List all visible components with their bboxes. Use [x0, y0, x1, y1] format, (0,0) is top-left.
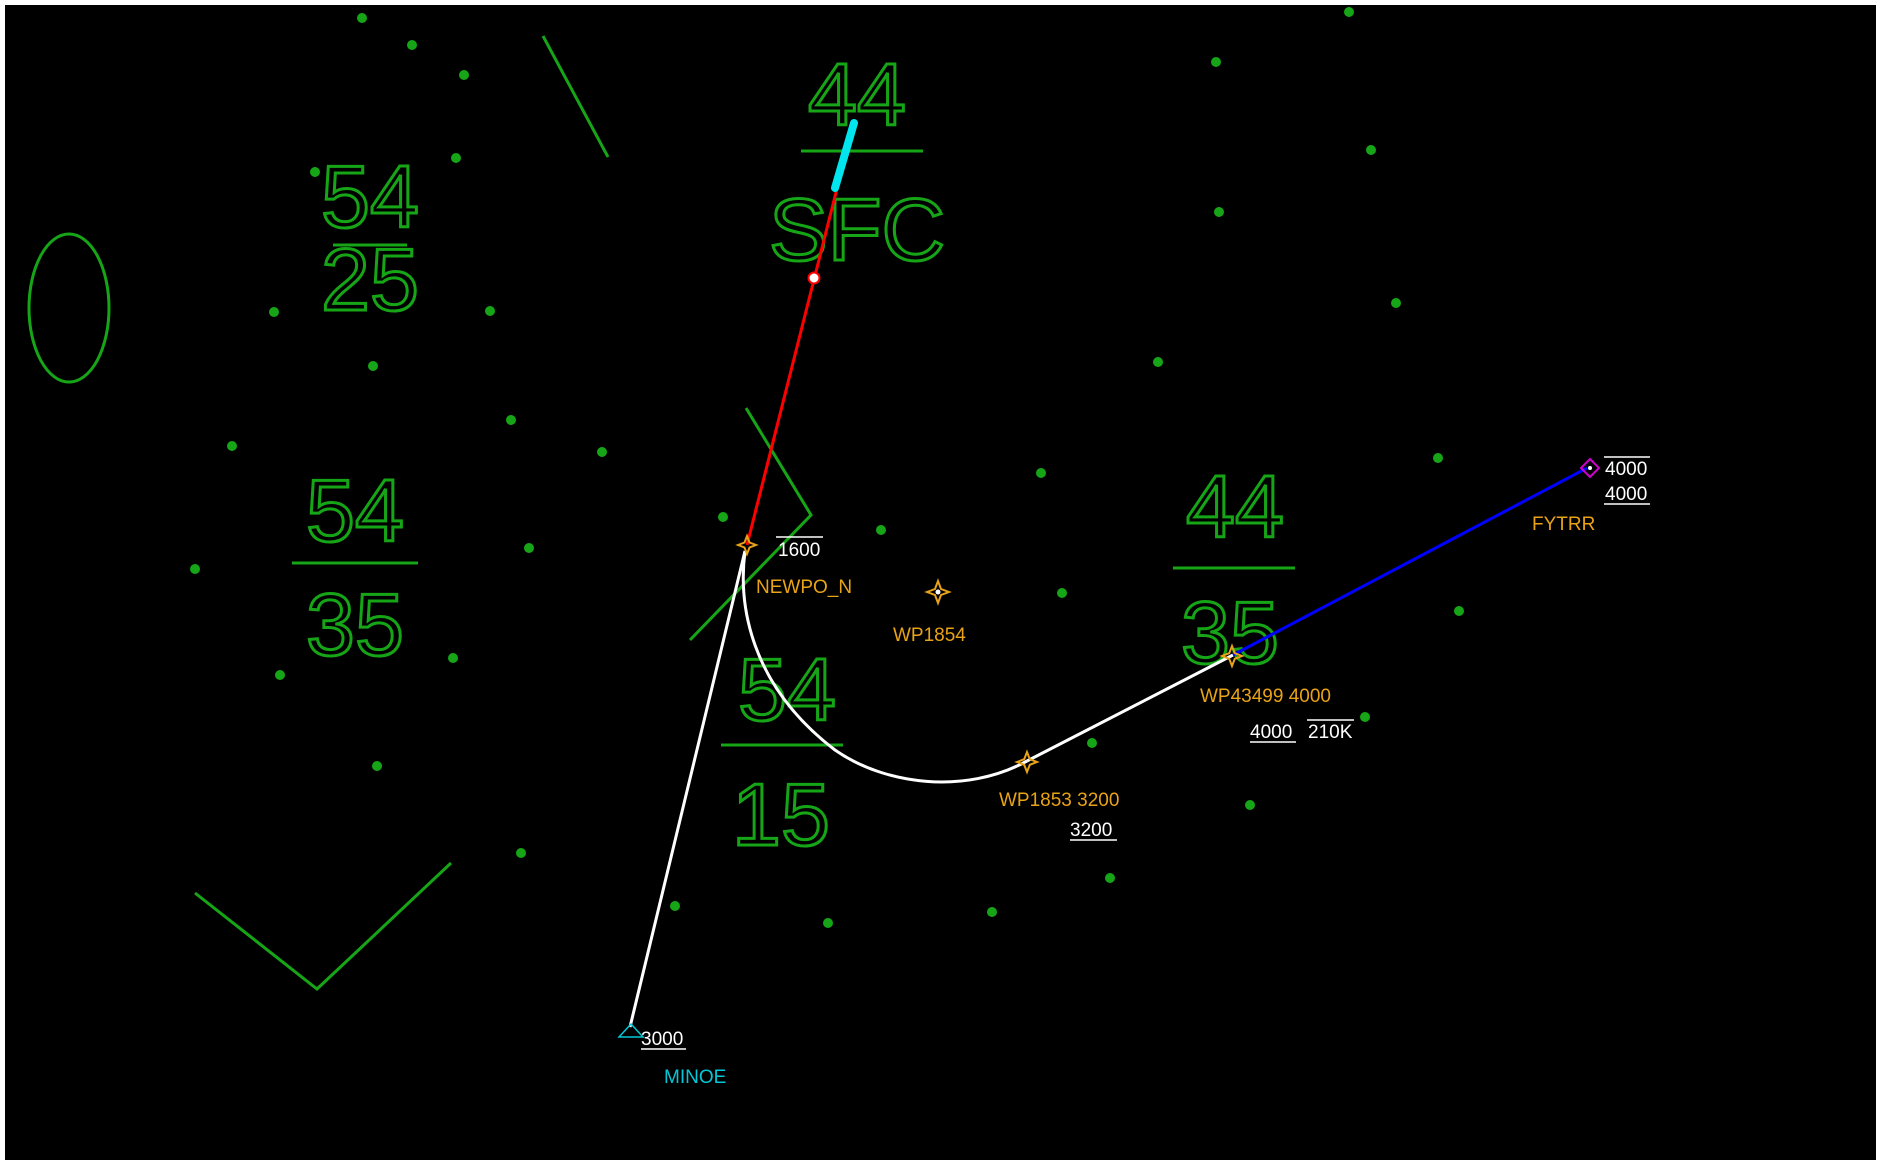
map-dot: [1454, 606, 1464, 616]
map-dot: [459, 70, 469, 80]
map-dot: [357, 13, 367, 23]
fix-wp43499[interactable]: WP43499 4000 4000 210K: [1200, 643, 1354, 743]
fix-speed: 210K: [1308, 722, 1353, 743]
fix-label: MINOE: [664, 1067, 726, 1088]
waypoint-star-icon: [924, 578, 952, 606]
route-leg-wp1853-wp43499[interactable]: [1026, 653, 1234, 763]
map-dot: [368, 361, 378, 371]
altitude-block-top: 54: [321, 147, 419, 246]
map-dot: [451, 153, 461, 163]
diamond-icon: [1579, 457, 1601, 479]
radar-scope[interactable]: 54 25 54 35 44 SFC 54 15 44 35 3000 MINO…: [5, 5, 1876, 1160]
altitude-block-3: 44 SFC: [768, 44, 947, 281]
map-dot: [506, 415, 516, 425]
fix-label: WP43499 4000: [1200, 686, 1331, 707]
map-dot: [1153, 357, 1163, 367]
fix-altitude: 4000: [1250, 722, 1292, 743]
altitude-block-top: 44: [1186, 457, 1284, 556]
fix-altitude-bottom: 4000: [1605, 484, 1647, 505]
map-dot: [1057, 588, 1067, 598]
map-dot: [1105, 873, 1115, 883]
altitude-block-top: 44: [808, 45, 906, 144]
map-dot: [190, 564, 200, 574]
map-dot: [407, 40, 417, 50]
map-dot: [310, 167, 320, 177]
altitude-block-bottom: 25: [321, 230, 419, 329]
next-route-leg[interactable]: [1232, 466, 1588, 657]
map-dot: [485, 306, 495, 316]
map-dot: [597, 447, 607, 457]
fix-altitude: 1600: [778, 540, 820, 561]
map-dot: [1211, 57, 1221, 67]
altitude-block-top: 54: [306, 461, 404, 560]
fix-label: WP1854: [893, 625, 966, 646]
map-dot: [1366, 145, 1376, 155]
aircraft-icon[interactable]: [831, 119, 858, 192]
map-dot: [524, 543, 534, 553]
map-dot: [1344, 7, 1354, 17]
route-leg-minoe-newpo[interactable]: [628, 550, 747, 1028]
map-dot: [516, 848, 526, 858]
map-chevron: [688, 407, 813, 642]
map-dot: [670, 901, 680, 911]
map-dot: [372, 761, 382, 771]
map-canvas[interactable]: 54 25 54 35 44 SFC 54 15 44 35 3000 MINO…: [5, 5, 1876, 1160]
altitude-block-bottom: 15: [732, 765, 830, 864]
altitude-block-bottom: 35: [306, 575, 404, 674]
fix-altitude-top: 4000: [1605, 459, 1647, 480]
fix-newpo-n[interactable]: 1600 NEWPO_N: [735, 533, 852, 598]
map-dot: [269, 307, 279, 317]
altitude-block-1: 54 25: [320, 146, 421, 331]
altitude-block-bottom: SFC: [769, 180, 945, 279]
map-dot: [823, 918, 833, 928]
fix-label: NEWPO_N: [756, 577, 852, 598]
route-position-marker[interactable]: [807, 271, 821, 285]
waypoint-star-icon: [735, 533, 759, 557]
altitude-block-2: 54 35: [292, 460, 418, 676]
altitude-block-bottom: 35: [1181, 583, 1279, 682]
map-line-segment: [541, 35, 610, 158]
fix-label: WP1853 3200: [999, 790, 1119, 811]
map-oval: [27, 232, 111, 384]
map-dot: [1245, 800, 1255, 810]
altitude-block-4: 54 15: [721, 639, 843, 866]
map-v-shape: [194, 861, 453, 991]
map-dot: [718, 512, 728, 522]
altitude-block-top: 54: [738, 640, 836, 739]
fix-fytrr[interactable]: 4000 4000 FYTRR: [1532, 456, 1650, 535]
fix-label: FYTRR: [1532, 514, 1595, 535]
map-dot: [275, 670, 285, 680]
video-map-dots: [190, 7, 1464, 928]
video-map-lines: [27, 35, 813, 991]
map-dot: [876, 525, 886, 535]
map-dot: [1087, 738, 1097, 748]
triangle-icon: [617, 1022, 645, 1038]
fix-wp1854[interactable]: WP1854: [893, 578, 966, 646]
active-route-leg[interactable]: [745, 124, 855, 546]
map-dot: [227, 441, 237, 451]
map-dot: [1036, 468, 1046, 478]
map-dot: [1360, 712, 1370, 722]
fix-altitude: 3200: [1070, 820, 1112, 841]
waypoint-star-icon: [1014, 749, 1040, 775]
altitude-block-5: 44 35: [1173, 456, 1295, 684]
map-dot: [1391, 298, 1401, 308]
route-turn-arc[interactable]: [741, 550, 1028, 784]
map-dot: [1214, 207, 1224, 217]
waypoint-star-icon: [1219, 643, 1245, 669]
fix-wp1853[interactable]: WP1853 3200 3200: [999, 749, 1119, 841]
map-dot: [448, 653, 458, 663]
map-dot: [987, 907, 997, 917]
map-dot: [1433, 453, 1443, 463]
fix-minoe[interactable]: 3000 MINOE: [617, 1022, 726, 1088]
fix-altitude: 3000: [641, 1029, 683, 1050]
